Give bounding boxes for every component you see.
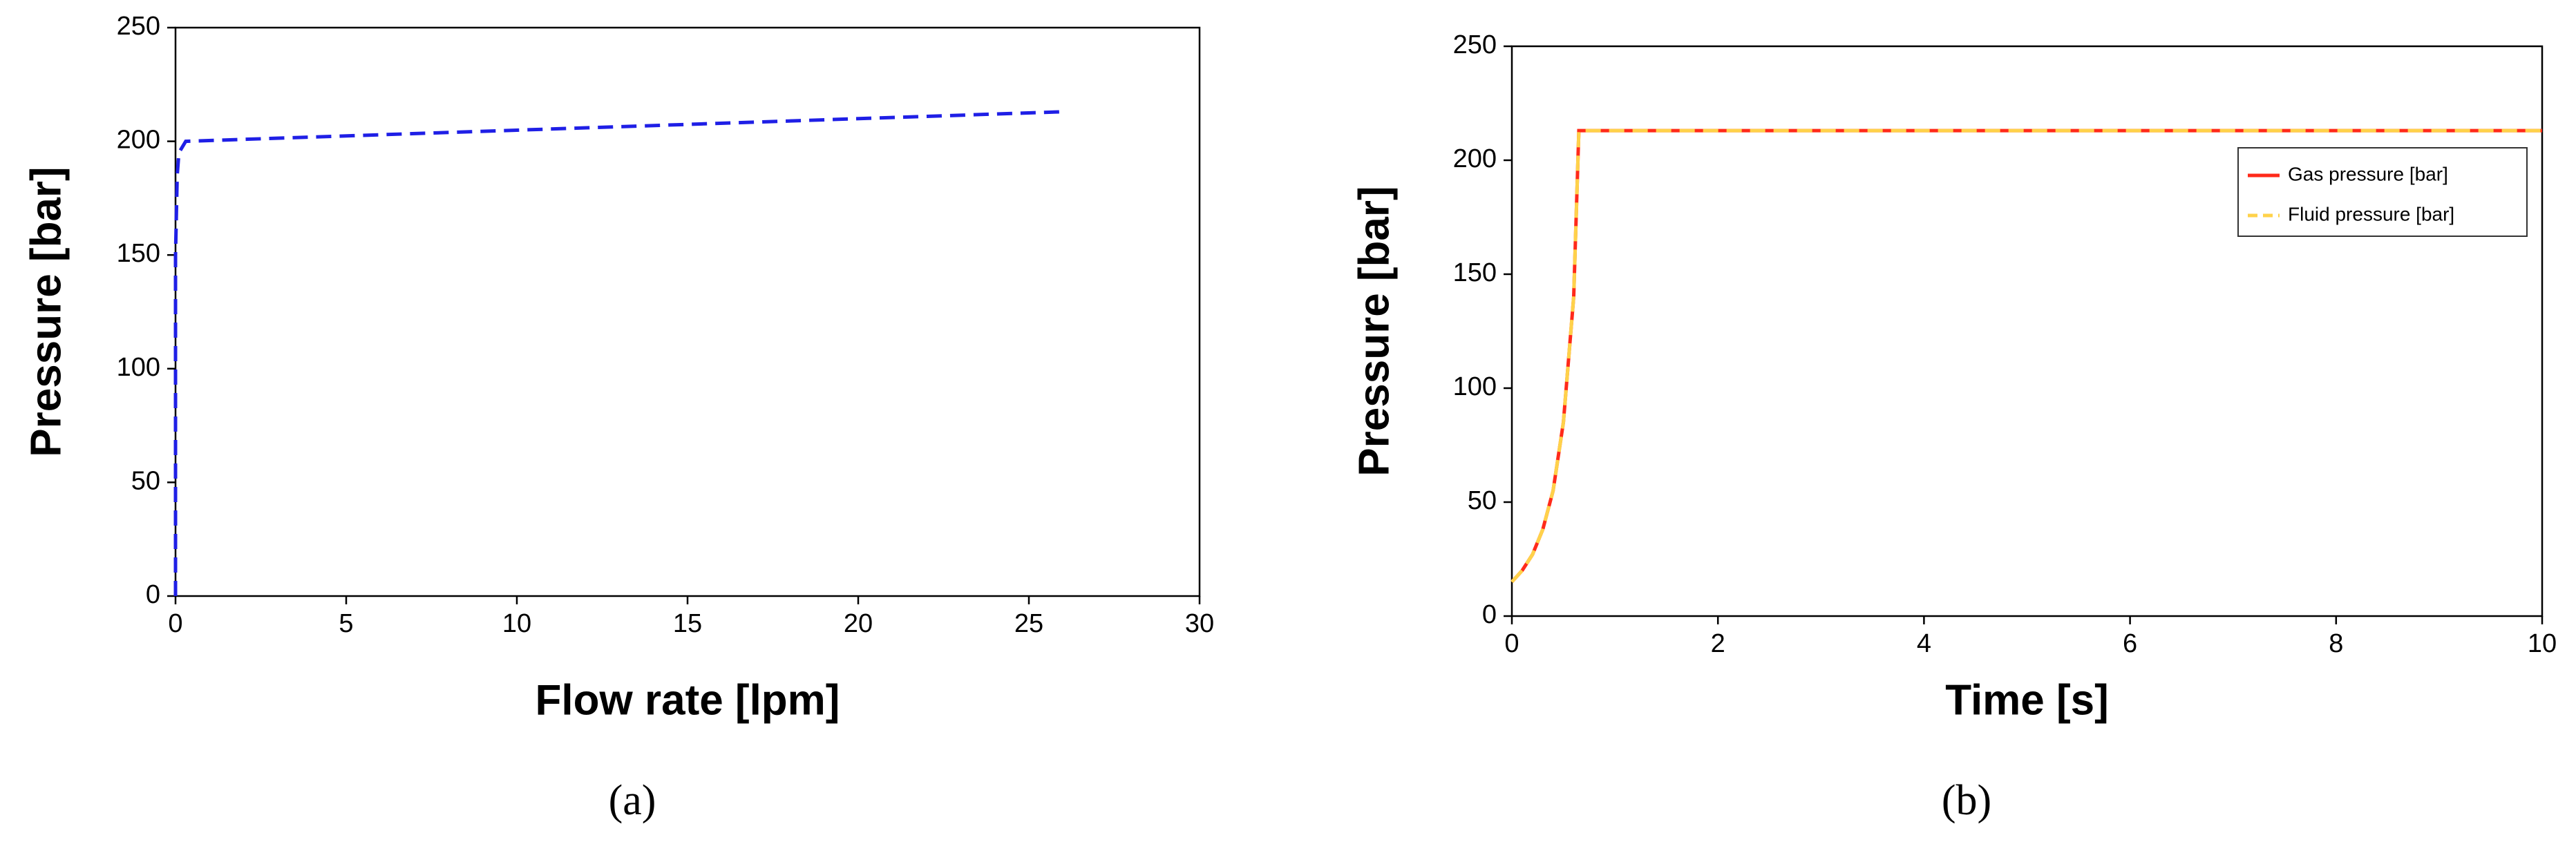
x-tick-label: 0 <box>168 609 182 638</box>
y-axis-title: Pressure [bar] <box>22 166 70 457</box>
chart: 0 5 10 15 20 25 30 0 50 100 150 200 250 Flow rate [lp… <box>22 12 1214 824</box>
y-tick-label: 200 <box>1453 144 1497 173</box>
x-tick-label: 2 <box>1711 629 1725 658</box>
caption: (b) <box>1942 777 1991 824</box>
y-tick-label: 50 <box>1468 486 1497 515</box>
x-tick-label: 4 <box>1917 629 1931 658</box>
x-tick-label: 5 <box>339 609 353 638</box>
y-tick-label: 0 <box>146 580 160 609</box>
x-tick-label: 8 <box>2329 629 2343 658</box>
line-series <box>1510 128 2542 584</box>
x-axis-title: Time [s] <box>1945 676 2109 724</box>
x-tick-label: 10 <box>2528 629 2557 658</box>
y-tick-label: 150 <box>117 239 160 268</box>
y-tick-label: 100 <box>1453 372 1497 401</box>
legend-label: Gas pressure [bar] <box>2288 163 2448 184</box>
x-axis-title: Flow rate [lpm] <box>536 676 840 724</box>
y-tick-label: 200 <box>117 126 160 155</box>
x-tick-label: 25 <box>1014 609 1043 638</box>
line-series <box>173 110 1063 596</box>
x-tick-label: 10 <box>502 609 531 638</box>
y-tick-label: 150 <box>1453 258 1497 287</box>
legend-label: Fluid pressure [bar] <box>2288 203 2454 224</box>
y-tick-label: 50 <box>131 466 160 495</box>
x-tick-label: 6 <box>2123 629 2137 658</box>
x-tick-label: 15 <box>673 609 702 638</box>
legend-box <box>2237 147 2528 237</box>
y-tick-label: 100 <box>117 353 160 382</box>
caption: (a) <box>609 777 656 824</box>
x-tick-label: 20 <box>844 609 873 638</box>
y-tick-label: 0 <box>1482 600 1497 629</box>
y-tick-label: 250 <box>1453 30 1497 59</box>
x-tick-label: 30 <box>1185 609 1214 638</box>
x-tick-label: 0 <box>1504 629 1519 658</box>
plot-frame <box>1510 45 2544 617</box>
y-tick-label: 250 <box>117 12 160 41</box>
y-axis-title: Pressure [bar] <box>1350 186 1398 476</box>
